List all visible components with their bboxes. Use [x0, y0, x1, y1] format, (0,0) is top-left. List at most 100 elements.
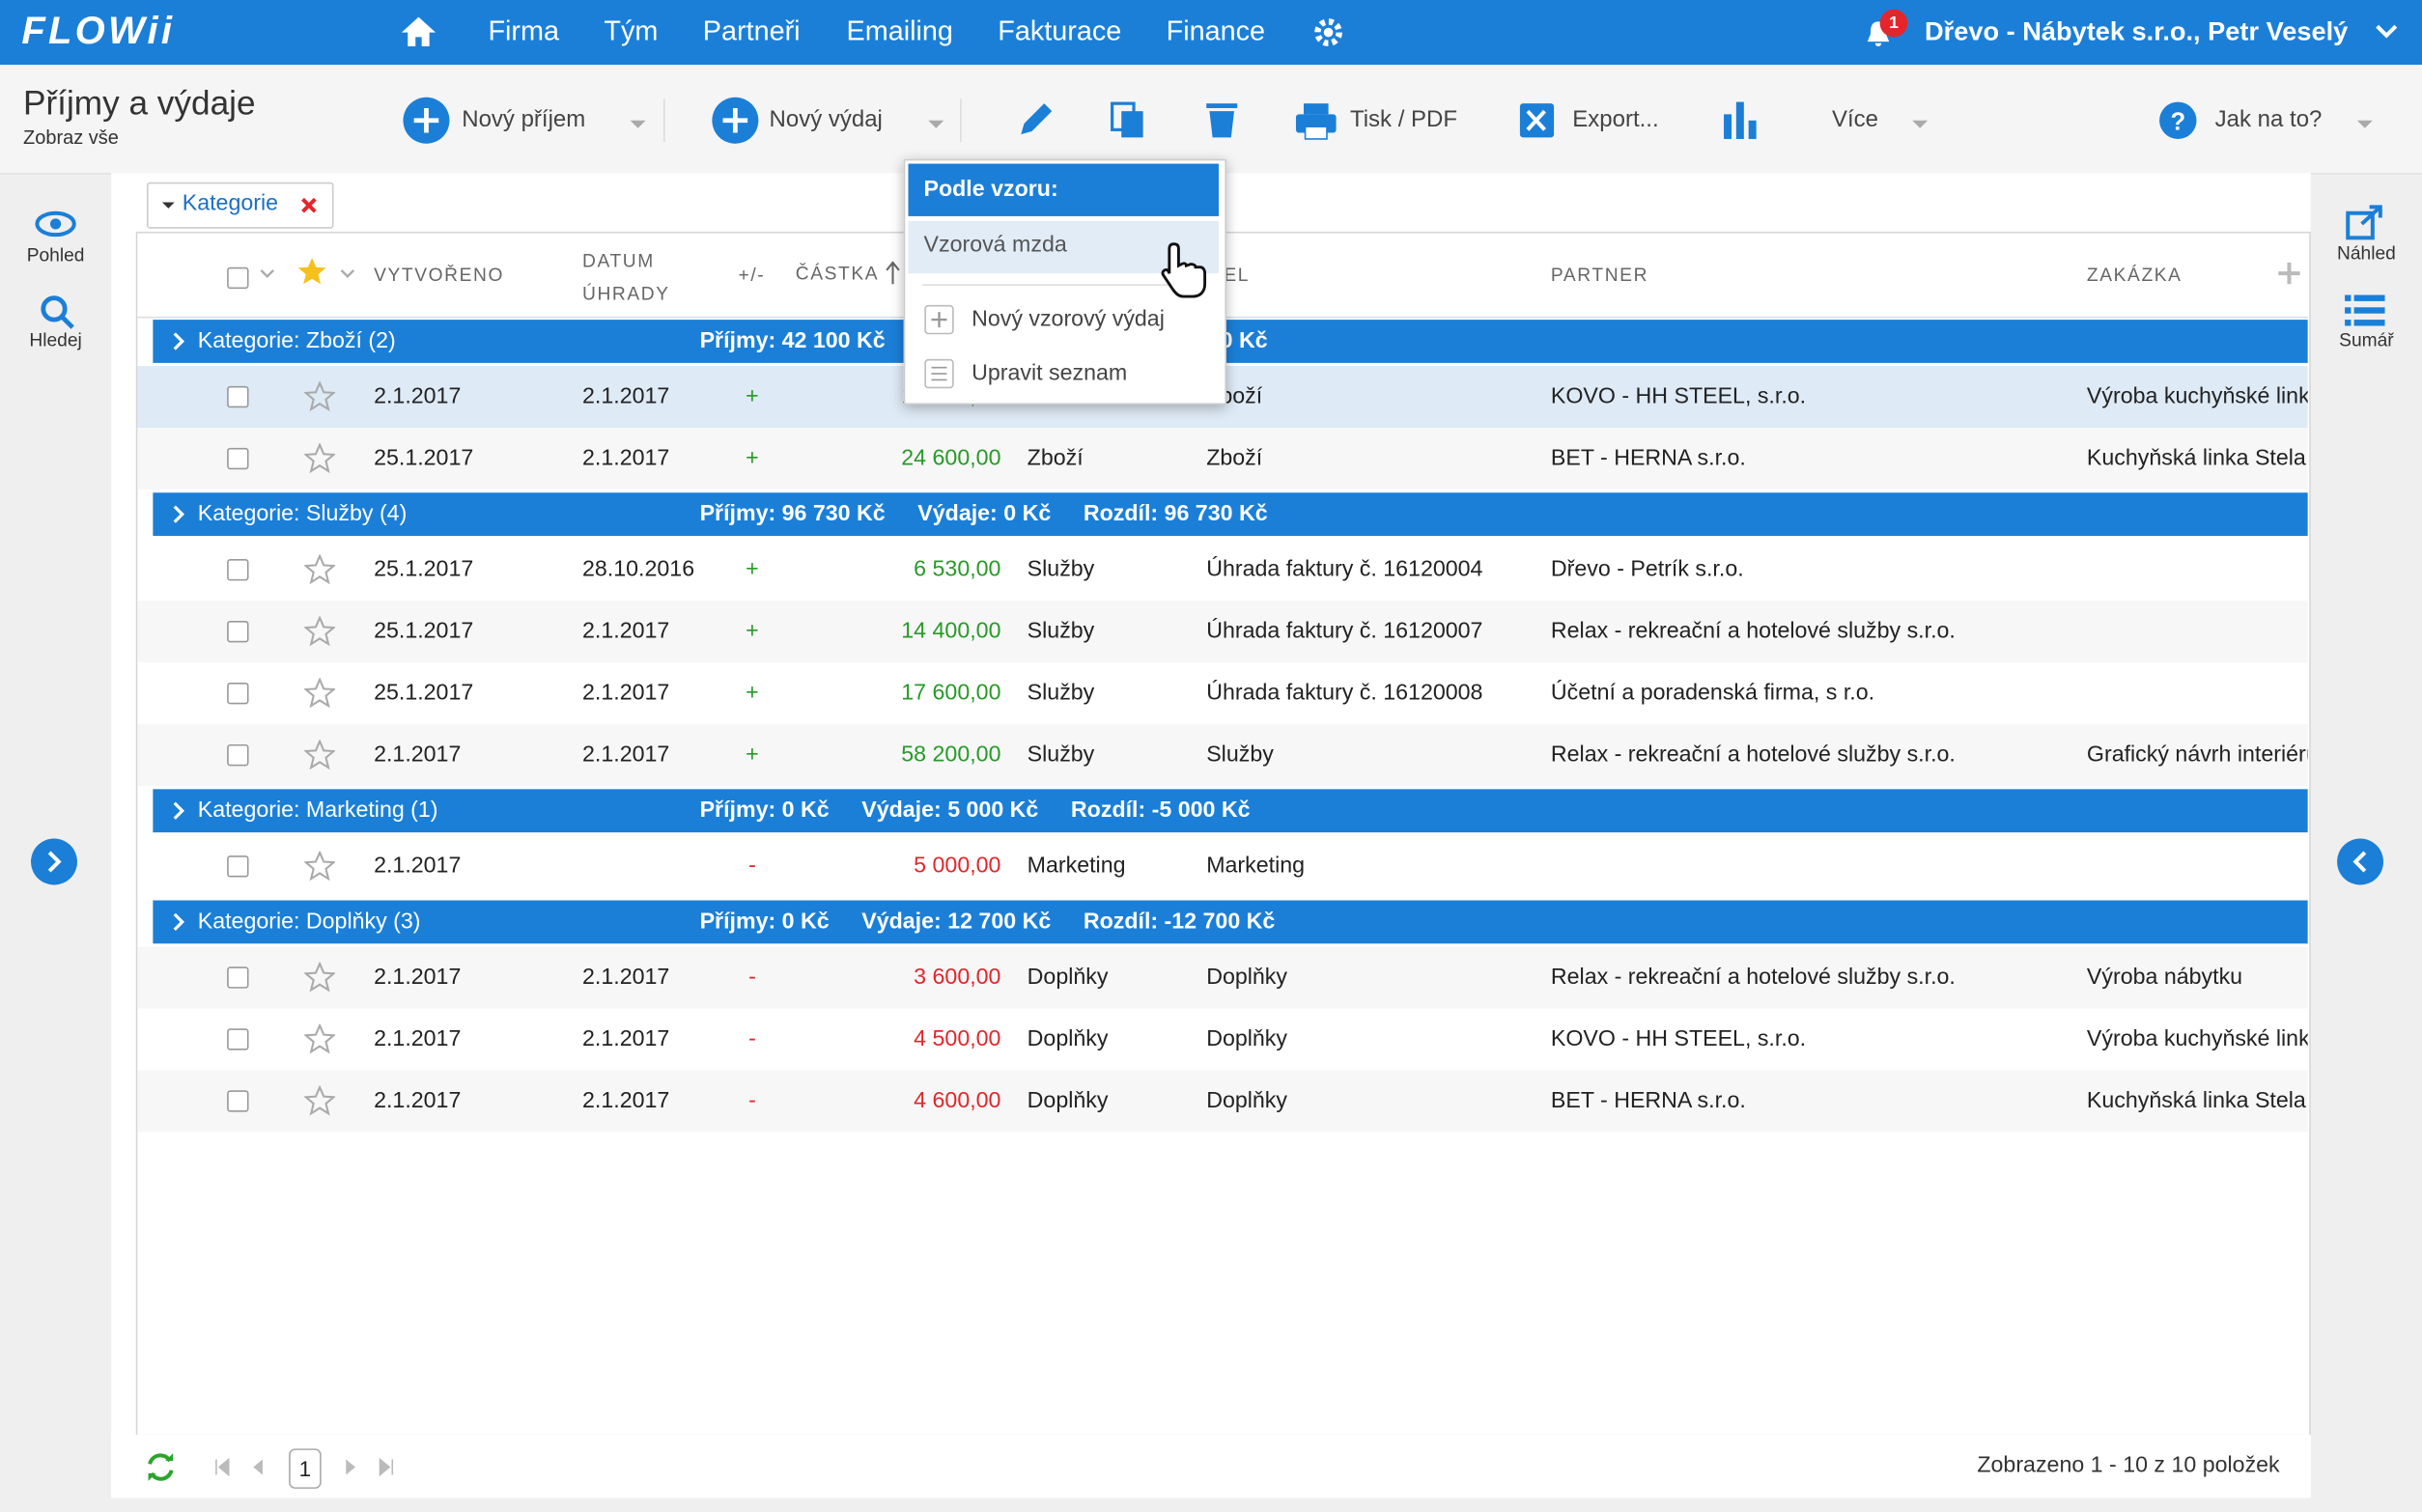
column-header[interactable]: ČÁSTKA	[795, 262, 880, 285]
more-button[interactable]: Více	[1832, 106, 1879, 133]
row-checkbox[interactable]	[227, 1028, 249, 1050]
refresh-icon[interactable]	[145, 1452, 176, 1483]
star[interactable]	[304, 678, 336, 709]
nav-item[interactable]: Partneři	[702, 14, 801, 46]
group-header[interactable]: Kategorie: Služby (4) Příjmy: 96 730 Kč Vý…	[153, 492, 2308, 537]
filter-remove[interactable]	[301, 197, 317, 213]
group-summary: Příjmy: 0 Kč Výdaje: 5 000 Kč Rozdíl: -5 0…	[700, 798, 1251, 824]
row-checkbox[interactable]	[227, 559, 249, 581]
expand-right[interactable]	[2337, 838, 2384, 885]
row-checkbox[interactable]	[227, 447, 249, 470]
sidebar-summary[interactable]: Sumář	[2339, 328, 2394, 351]
preview-icon[interactable]	[2345, 204, 2385, 240]
user-name[interactable]: Dřevo - Nábytek s.r.o., Petr Veselý	[1924, 16, 2349, 46]
cell-sign: +	[746, 619, 759, 644]
cell-partner: KOVO - HH STEEL, s.r.o.	[1550, 384, 1807, 409]
group-label[interactable]: Kategorie: Doplňky (3)	[197, 910, 421, 935]
new-income-button[interactable]: Nový příjem	[462, 106, 586, 133]
group-header[interactable]: Kategorie: Zboží (2)Příjmy: 42 100 KčVýd…	[153, 320, 2308, 363]
dropdown-item[interactable]: Nový vzorový výdaj	[972, 307, 1165, 332]
star[interactable]	[304, 554, 336, 585]
help-button[interactable]: Jak na to?	[2214, 106, 2323, 133]
dropdown-item[interactable]: Upravit seznam	[972, 361, 1128, 386]
dropdown-heading: Podle vzoru:	[923, 177, 1058, 203]
star[interactable]	[304, 851, 336, 882]
column-header[interactable]: +/-	[738, 264, 766, 286]
group-chevron[interactable]	[173, 332, 185, 350]
page-subtitle[interactable]: Zobraz vše	[22, 126, 119, 149]
select-caret[interactable]	[260, 268, 275, 279]
star[interactable]	[304, 740, 336, 770]
user-caret[interactable]	[2376, 23, 2398, 39]
row-checkbox[interactable]	[227, 620, 249, 643]
row-checkbox[interactable]	[227, 966, 249, 989]
row-checkbox[interactable]	[227, 682, 249, 705]
column-header[interactable]: ZAKÁZKA	[2086, 264, 2183, 286]
column-header[interactable]: VYTVOŘENO	[374, 264, 505, 286]
export-button[interactable]: Export...	[1572, 106, 1659, 133]
expand-left[interactable]	[30, 838, 77, 885]
filter-label[interactable]: Kategorie	[182, 191, 279, 216]
logo[interactable]: FLOWii	[21, 9, 176, 53]
select-all-checkbox[interactable]	[227, 266, 249, 290]
group-chevron[interactable]	[173, 801, 185, 820]
home-icon[interactable]	[400, 14, 437, 47]
nav-item[interactable]: Tým	[604, 14, 659, 46]
add-column[interactable]	[2277, 261, 2302, 286]
table-row[interactable]: 25.1.2017 2.1.2017 +14 400,00 Služby Úhrada …	[137, 601, 2308, 663]
summary-icon[interactable]	[2345, 294, 2385, 327]
star[interactable]	[304, 1085, 336, 1116]
table-row[interactable]: 25.1.2017 2.1.2017 +17 600,00 Služby Úhrada …	[137, 662, 2308, 725]
group-header[interactable]: Kategorie: Doplňky (3) Příjmy: 0 Kč Výdaje…	[153, 900, 2308, 944]
star-header[interactable]	[296, 257, 327, 288]
column-header[interactable]: PARTNER	[1550, 264, 1649, 286]
group-summary: Příjmy: 96 730 Kč Výdaje: 0 Kč Rozdíl: 96 …	[700, 502, 1268, 527]
table-row[interactable]: 2.1.2017 2.1.2017 +58 200,00 Služby Služby Re…	[137, 724, 2308, 787]
sidebar-search[interactable]: Hledej	[29, 328, 82, 351]
dropdown-item-bg[interactable]	[908, 220, 1220, 274]
cell-purpose: Úhrada faktury č. 16120007	[1206, 619, 1483, 644]
cell-purpose: Doplňky	[1206, 965, 1288, 991]
row-checkbox[interactable]	[227, 855, 249, 878]
star[interactable]	[304, 616, 336, 647]
table-row[interactable]: 2.1.2017 2.1.2017 - 4 600,00 Doplňky Doplňky B…	[137, 1070, 2308, 1133]
view-icon[interactable]	[34, 210, 77, 238]
group-label[interactable]: Kategorie: Zboží (2)	[197, 328, 396, 354]
toolbar	[0, 65, 2422, 175]
filter-chip[interactable]	[146, 182, 334, 229]
group-label[interactable]: Kategorie: Marketing (1)	[197, 798, 438, 824]
nav-item[interactable]: Fakturace	[998, 14, 1122, 46]
sidebar-view[interactable]: Pohled	[26, 243, 85, 266]
row-checkbox[interactable]	[227, 1090, 249, 1112]
nav-item[interactable]: Firma	[488, 14, 560, 46]
star[interactable]	[304, 381, 336, 412]
row-checkbox[interactable]	[227, 385, 249, 408]
column-header[interactable]: DATUM ÚHRADY	[582, 250, 670, 305]
table-row[interactable]: 25.1.2017 2.1.2017 +24 600,00 Zboží Zboží BET…	[137, 428, 2308, 490]
print-button[interactable]: Tisk / PDF	[1349, 106, 1458, 133]
star[interactable]	[304, 962, 336, 993]
dropdown-item[interactable]: Vzorová mzda	[923, 233, 1067, 259]
page-input[interactable]: 1	[289, 1448, 322, 1489]
table-row[interactable]: 25.1.2017 28.10.2016 +6 530,00 Služby Úhrada…	[137, 539, 2308, 602]
star[interactable]	[304, 443, 336, 474]
table-row[interactable]: 2.1.2017 2.1.2017 - 4 500,00 Doplňky Doplňky K…	[137, 1008, 2308, 1071]
group-chevron[interactable]	[173, 912, 185, 932]
table-row[interactable]: 2.1.2017 - 5 000,00 Marketing Marketing	[137, 835, 2308, 898]
sidebar-preview[interactable]: Náhled	[2337, 242, 2396, 265]
group-label[interactable]: Kategorie: Služby (4)	[197, 501, 408, 527]
group-header[interactable]: Kategorie: Marketing (1) Příjmy: 0 Kč Výda…	[153, 789, 2308, 833]
table-row[interactable]: 2.1.2017 2.1.2017 - 3 600,00 Doplňky Doplňky R…	[137, 946, 2308, 1009]
settings-icon[interactable]	[1311, 15, 1345, 49]
cell-created: 2.1.2017	[374, 384, 462, 409]
star[interactable]	[304, 1023, 336, 1054]
search-icon[interactable]	[39, 294, 75, 330]
row-checkbox[interactable]	[227, 743, 249, 767]
star-caret[interactable]	[340, 268, 355, 279]
nav-item[interactable]: Finance	[1166, 14, 1266, 46]
group-chevron[interactable]	[173, 505, 185, 523]
pager-arrows[interactable]	[213, 1456, 399, 1477]
nav-item[interactable]: Emailing	[846, 14, 953, 46]
new-expense-button[interactable]: Nový výdaj	[769, 106, 883, 133]
